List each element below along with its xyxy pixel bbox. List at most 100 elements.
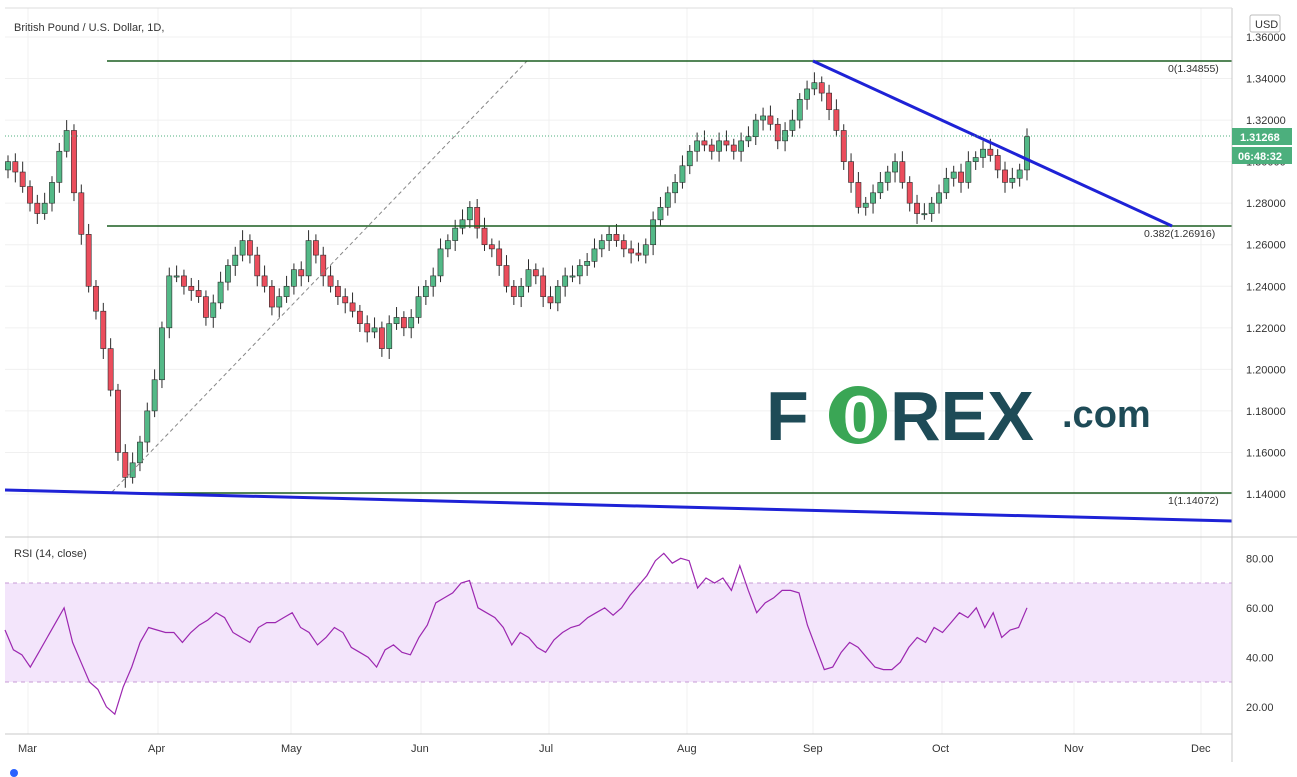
logo-com: .com [1062, 394, 1151, 436]
candle-body [892, 161, 898, 173]
candle-body [452, 227, 459, 241]
last-price-tag [1232, 128, 1292, 145]
candle-body [767, 115, 774, 125]
candle-body [620, 240, 627, 250]
candle-body [994, 155, 1001, 171]
candle-body [936, 192, 942, 204]
lower-trendline [4, 488, 1233, 523]
candle-body [738, 140, 744, 152]
candle-body [188, 285, 195, 291]
candle-body [789, 119, 796, 131]
candle-body [760, 115, 766, 121]
candle-body [78, 192, 85, 235]
candle-body [34, 202, 41, 214]
candle-body [716, 140, 723, 152]
logo-o-mark: 0 [843, 384, 876, 451]
candle-body [1024, 136, 1030, 171]
time-tick-label: May [281, 743, 302, 755]
candle-body [327, 275, 334, 287]
price-axis[interactable]: 1.360001.340001.320001.300001.280001.260… [1246, 32, 1286, 501]
candle-body [386, 323, 393, 349]
candle-body [972, 157, 979, 162]
candle-body [686, 150, 693, 167]
candle-body [928, 202, 935, 214]
candle-body [378, 327, 385, 349]
candle-body [774, 123, 781, 142]
candle-body [474, 207, 481, 229]
candle-body [181, 275, 187, 287]
candle-body [833, 109, 840, 131]
candle-body [855, 182, 862, 208]
candle-body [628, 248, 635, 254]
candle-body [870, 192, 876, 204]
candle-body [349, 302, 356, 312]
candle-body [100, 310, 107, 349]
candle-body [305, 240, 312, 277]
upper-trendline [812, 59, 1173, 228]
candle-body [569, 275, 576, 278]
candle-body [56, 150, 63, 183]
candles [5, 72, 1030, 488]
price-tick-label: 1.32000 [1246, 115, 1286, 127]
candle-body [430, 275, 437, 287]
countdown-tag [1232, 147, 1292, 164]
candle-body [980, 148, 986, 158]
candle-body [41, 202, 48, 214]
chart-title: British Pound / U.S. Dollar, 1D, [14, 22, 164, 34]
candle-body [613, 234, 620, 241]
time-tick-label: Dec [1191, 743, 1211, 755]
candle-body [400, 317, 407, 329]
candle-body [364, 323, 371, 333]
candle-body [1002, 169, 1008, 183]
currency-box[interactable] [1249, 14, 1281, 33]
candle-body [679, 165, 686, 183]
candle-body [166, 275, 173, 329]
candle-body [254, 254, 261, 277]
fib-label-0382: 0.382(1.26916) [1144, 228, 1215, 240]
rsi-tick-label: 20.00 [1246, 702, 1274, 714]
candle-body [906, 182, 913, 204]
settings-dot-icon[interactable] [10, 769, 18, 777]
candle-body [5, 161, 11, 171]
candle-body [562, 275, 569, 287]
candle-body [752, 119, 759, 138]
candle-body [107, 348, 114, 391]
rsi-tick-label: 40.00 [1246, 652, 1274, 664]
candle-body [532, 269, 539, 277]
candle-body [745, 136, 752, 142]
candle-body [269, 285, 275, 308]
time-axis[interactable]: Mar Apr May Jun Jul Aug Sep Oct Nov Dec [18, 743, 1211, 755]
candle-body [291, 269, 297, 287]
candle-body [210, 302, 217, 318]
candle-body [27, 186, 33, 204]
candle-body [503, 265, 510, 287]
candle-body [884, 171, 891, 183]
time-tick-label: Oct [932, 743, 949, 755]
candle-body [122, 452, 129, 478]
candle-body [393, 317, 400, 324]
candle-body [650, 219, 657, 246]
candle-body [862, 202, 869, 208]
candle-body [899, 161, 906, 183]
candle-body [694, 140, 701, 152]
candle-body [606, 234, 613, 241]
candle-body [591, 248, 598, 262]
candle-body [1016, 169, 1023, 179]
candle-body [276, 296, 283, 308]
candle-body [598, 240, 605, 250]
candle-body [151, 379, 158, 412]
candle-body [723, 140, 730, 146]
candle-body [12, 161, 19, 173]
candle-body [144, 410, 151, 443]
candle-body [63, 130, 70, 152]
candle-body [796, 99, 803, 121]
candle-body [584, 261, 591, 266]
candle-body [804, 88, 810, 100]
candle-body [320, 254, 327, 277]
candle-body [965, 161, 972, 183]
candle-body [159, 327, 165, 381]
candle-body [239, 240, 246, 256]
candle-body [657, 207, 664, 221]
currency-label[interactable]: USD [1255, 19, 1278, 31]
